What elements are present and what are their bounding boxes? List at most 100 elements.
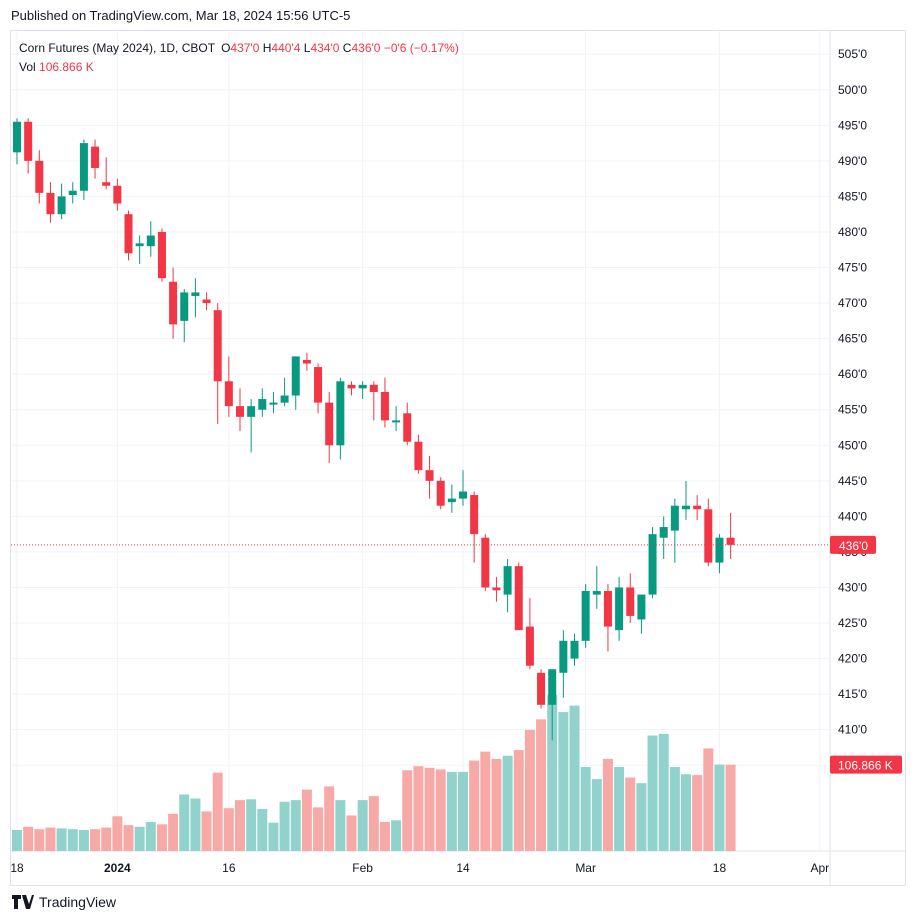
candle-body <box>581 591 590 641</box>
candle-body <box>659 527 668 538</box>
legend-open-label: O <box>221 41 231 55</box>
x-tick-label: 14 <box>456 861 470 875</box>
y-tick-label: 415'0 <box>838 687 867 701</box>
volume-bar <box>246 799 257 851</box>
legend-vol-value: 106.866 K <box>39 60 94 74</box>
candle-body <box>403 413 412 442</box>
volume-bar <box>524 729 535 851</box>
y-tick-label: 505'0 <box>838 47 867 61</box>
volume-tag-label: 106.866 K <box>838 759 893 773</box>
candle-body <box>336 381 345 446</box>
candle-body <box>436 480 445 506</box>
candle-body <box>135 243 144 247</box>
volume-bar <box>101 827 112 851</box>
y-tick-label: 480'0 <box>838 225 867 239</box>
candle-body <box>481 537 490 588</box>
candle-body <box>91 146 100 168</box>
x-tick-label: 18 <box>10 861 24 875</box>
candle-body <box>548 669 557 705</box>
volume-bar <box>647 735 658 851</box>
candle-body <box>258 399 267 410</box>
candle-body <box>525 626 534 666</box>
candle-body <box>358 384 367 389</box>
candle-body <box>68 190 77 195</box>
volume-bar <box>12 830 22 851</box>
volume-bar <box>279 801 290 851</box>
candle-body <box>13 121 21 153</box>
volume-bar <box>536 719 547 851</box>
volume-bar <box>346 815 357 851</box>
candle-body <box>169 281 178 325</box>
candle-body <box>704 509 713 563</box>
volume-bar <box>290 800 301 851</box>
volume-bar <box>123 825 134 851</box>
volume-bar <box>78 830 89 851</box>
tradingview-logo-icon <box>12 895 34 909</box>
candle-body <box>202 299 211 304</box>
volume-bar <box>402 770 413 851</box>
candle-body <box>35 160 44 193</box>
candle-body <box>236 406 244 417</box>
footer-brand-text: TradingView <box>39 894 117 910</box>
volume-bar <box>658 733 669 851</box>
y-tick-label: 430'0 <box>838 580 867 594</box>
candle-body <box>603 591 612 627</box>
volume-bar <box>134 826 145 851</box>
volume-bar <box>714 764 725 851</box>
y-tick-label: 470'0 <box>838 296 867 310</box>
y-tick-label: 485'0 <box>838 189 867 203</box>
volume-bar <box>591 779 602 851</box>
y-tick-label: 450'0 <box>838 438 867 452</box>
candle-body <box>124 214 133 254</box>
volume-bar <box>580 767 591 851</box>
volume-bar <box>179 794 190 851</box>
volume-bar <box>257 809 268 851</box>
candle-body <box>146 235 155 247</box>
candle-body <box>247 406 256 417</box>
volume-bar <box>625 777 636 851</box>
volume-bar <box>669 767 680 851</box>
volume-bar <box>212 772 223 851</box>
candle-body <box>514 566 523 631</box>
legend-vol-label: Vol <box>19 60 36 74</box>
x-tick-label: Feb <box>352 861 373 875</box>
x-tick-label: 2024 <box>104 861 131 875</box>
legend-low-value: 434'0 <box>310 41 340 55</box>
volume-bar <box>23 826 34 851</box>
published-note: Published on TradingView.com, Mar 18, 20… <box>11 8 351 23</box>
y-tick-label: 475'0 <box>838 261 867 275</box>
volume-bar <box>268 822 279 851</box>
volume-bar <box>602 758 613 851</box>
candle-body <box>503 566 512 595</box>
volume-bar <box>168 813 179 851</box>
candle-body <box>180 292 189 321</box>
candle-body <box>715 537 724 563</box>
y-tick-label: 490'0 <box>838 154 867 168</box>
candle-body <box>224 381 233 407</box>
candle-body <box>269 402 278 405</box>
x-tick-label: 16 <box>222 861 236 875</box>
candle-body <box>470 495 479 535</box>
legend-change: −0'6 (−0.17%) <box>383 41 459 55</box>
candle-body <box>46 192 55 215</box>
y-tick-label: 425'0 <box>838 616 867 630</box>
volume-bar <box>235 800 245 851</box>
volume-tag <box>830 755 902 774</box>
volume-bar <box>469 760 480 851</box>
volume-bar <box>681 774 691 851</box>
candle-body <box>347 384 356 389</box>
y-tick-label: 500'0 <box>838 83 867 97</box>
legend-ohlc-row: Corn Futures (May 2024), 1D, CBOT O437'0 … <box>19 39 459 58</box>
candle-body <box>102 182 111 186</box>
legend-low-label: L <box>303 41 311 55</box>
volume-bar <box>547 695 558 851</box>
footer-brand[interactable]: TradingView <box>12 894 116 910</box>
volume-bar <box>513 750 524 851</box>
candle-body <box>291 356 300 396</box>
candle-body <box>682 505 690 510</box>
candle-body <box>24 121 33 161</box>
legend-volume-row: Vol 106.866 K <box>19 58 459 77</box>
volume-bar <box>67 829 78 851</box>
chart-legend: Corn Futures (May 2024), 1D, CBOT O437'0 … <box>19 39 459 77</box>
